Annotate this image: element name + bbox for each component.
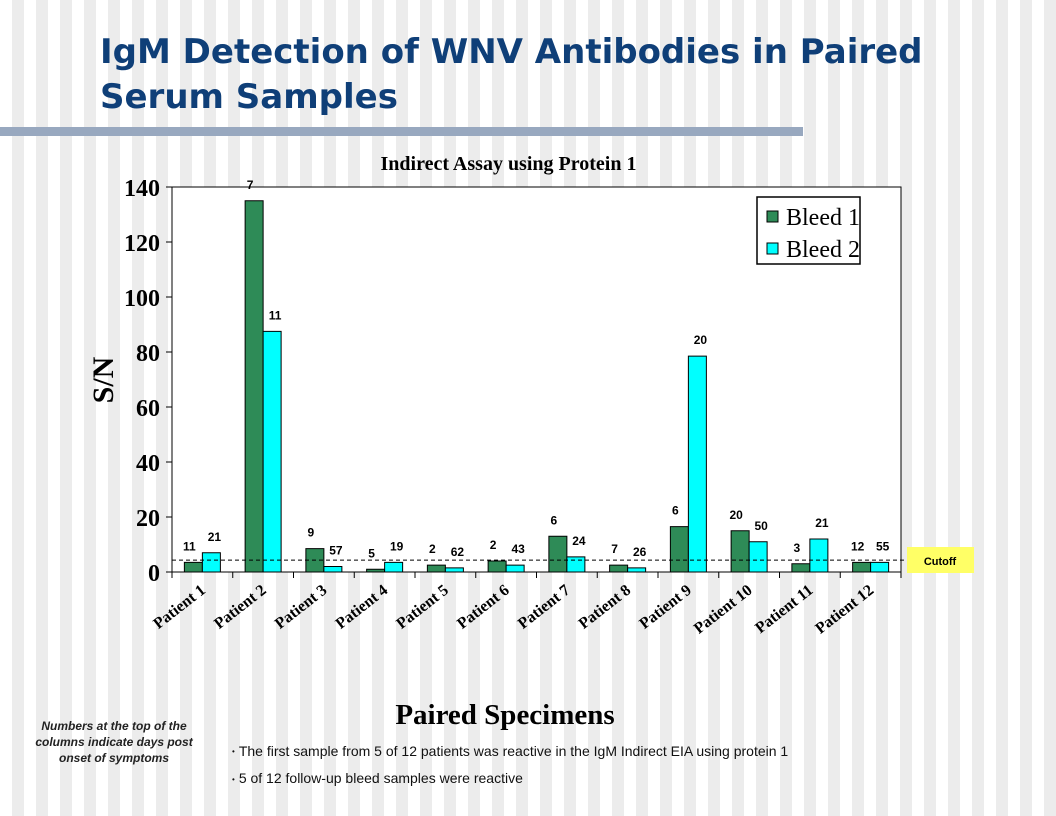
bullet-dot-icon: •	[232, 747, 235, 757]
bar-bleed-2	[566, 556, 586, 573]
x-axis-label: Paired Specimens	[395, 699, 614, 731]
bar-bleed-1	[366, 568, 386, 573]
bar-bleed-2	[870, 561, 890, 573]
data-label: 55	[876, 539, 890, 553]
bar-bleed-1	[852, 561, 872, 573]
y-tick-label: 0	[148, 561, 160, 587]
data-label: 20	[729, 508, 743, 522]
bar-bleed-1	[609, 564, 629, 573]
data-label: 24	[572, 534, 586, 548]
data-label: 3	[794, 541, 801, 555]
bar-bleed-1	[548, 535, 568, 573]
bar-bleed-2	[748, 541, 768, 573]
data-label: 50	[754, 519, 768, 533]
bar-bleed-1	[426, 564, 446, 573]
legend-label: Bleed 2	[786, 237, 860, 263]
x-tick-label: Patient 12	[812, 582, 877, 638]
bar-bleed-2	[627, 567, 647, 573]
y-tick-label: 20	[136, 506, 160, 532]
bullet-text: 5 of 12 follow-up bleed samples were rea…	[238, 770, 523, 787]
x-tick-label: Patient 6	[454, 582, 512, 633]
x-tick-label: Patient 4	[333, 582, 391, 633]
data-label: 21	[208, 530, 222, 544]
chart-title: Indirect Assay using Protein 1	[381, 153, 637, 175]
data-label: 11	[183, 539, 196, 553]
bullet-item: • The first sample from 5 of 12 patients …	[232, 742, 992, 761]
bar-bleed-1	[244, 200, 264, 573]
data-label: 6	[672, 504, 679, 518]
bullet-list: • The first sample from 5 of 12 patients …	[232, 742, 992, 797]
x-tick-label: Patient 10	[691, 582, 756, 638]
x-tick-label: Patient 3	[272, 582, 330, 633]
data-label: 12	[851, 539, 865, 553]
legend-label: Bleed 1	[786, 205, 860, 231]
data-label: 57	[329, 544, 343, 558]
data-label: 21	[815, 516, 829, 530]
data-label: 5	[368, 546, 375, 560]
slide-title: IgM Detection of WNV Antibodies in Paire…	[100, 32, 923, 117]
x-tick-label: Patient 5	[393, 582, 451, 633]
data-label: 6	[551, 513, 558, 527]
data-label: 26	[633, 545, 647, 559]
y-tick-label: 120	[124, 231, 160, 257]
bar-bleed-1	[791, 563, 811, 573]
data-label: 7	[611, 542, 618, 556]
bar-bleed-1	[669, 526, 689, 573]
x-tick-label: Patient 7	[515, 582, 573, 633]
x-tick-label: Patient 2	[211, 582, 269, 633]
bar-bleed-1	[487, 560, 507, 573]
data-label: 9	[308, 526, 315, 540]
data-label: 20	[694, 333, 708, 347]
y-tick-label: 60	[136, 396, 160, 422]
title-rule	[0, 127, 803, 136]
cutoff-box	[907, 547, 974, 573]
data-label: 43	[511, 542, 525, 556]
data-label: 2	[429, 542, 436, 556]
bar-bleed-2	[323, 566, 343, 573]
y-tick-label: 80	[136, 341, 160, 367]
bar-bleed-2	[384, 561, 404, 573]
y-tick-label: 140	[124, 176, 160, 202]
legend-swatch	[766, 242, 779, 255]
footnote: Numbers at the top of the columns indica…	[35, 719, 193, 765]
bar-bleed-1	[183, 561, 203, 573]
bar-bleed-2	[444, 567, 464, 573]
bullet-dot-icon: •	[232, 774, 235, 784]
bar-bleed-2	[201, 552, 221, 573]
bar-bleed-2	[687, 355, 707, 573]
y-tick-label: 40	[136, 451, 160, 477]
bar-bleed-2	[505, 564, 525, 573]
x-tick-label: Patient 11	[752, 582, 816, 637]
data-label: 62	[451, 545, 465, 559]
x-tick-label: Patient 8	[576, 582, 634, 633]
bullet-text: The first sample from 5 of 12 patients w…	[238, 743, 789, 759]
y-tick-label: 100	[124, 286, 160, 312]
bar-bleed-1	[730, 530, 750, 573]
bullet-item: • 5 of 12 follow-up bleed samples were re…	[232, 769, 992, 788]
data-label: 19	[390, 539, 404, 553]
bar-bleed-2	[262, 330, 282, 573]
data-label: 2	[490, 538, 497, 552]
x-tick-label: Patient 1	[150, 582, 208, 633]
cutoff-label: Cutoff	[924, 556, 957, 568]
y-axis-label: S/N	[87, 356, 120, 403]
x-tick-label: Patient 9	[636, 582, 694, 633]
bar-bleed-2	[809, 538, 829, 573]
data-label: 7	[247, 178, 254, 192]
legend-swatch	[766, 210, 779, 223]
data-label: 11	[269, 308, 282, 322]
